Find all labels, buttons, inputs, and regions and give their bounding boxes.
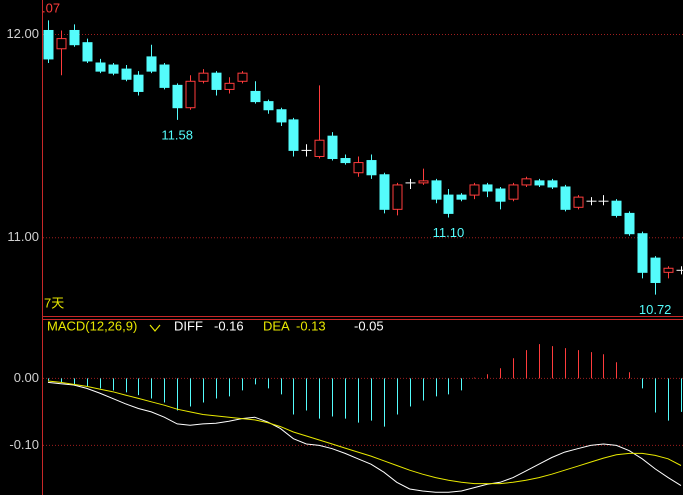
candle-body — [482, 184, 493, 192]
period-label: 7天 — [44, 295, 64, 310]
y-tick-label: -0.10 — [9, 437, 39, 452]
candle-body — [146, 56, 157, 72]
candle-body — [495, 188, 506, 202]
legend-dea-value: -0.13 — [296, 318, 326, 333]
candle-body — [159, 64, 170, 88]
candle-body — [327, 135, 338, 160]
candle-body — [547, 180, 558, 188]
candle-body — [198, 72, 209, 82]
candle-body — [611, 200, 622, 216]
candle-body — [637, 233, 648, 273]
macd-title: MACD(12,26,9) — [47, 318, 137, 333]
candle-body — [521, 178, 532, 186]
price-annotation: 11.58 — [161, 127, 193, 142]
candle-body — [469, 184, 480, 196]
candle-body — [43, 29, 54, 60]
legend-diff-value: -0.16 — [214, 318, 244, 333]
candle-body — [392, 184, 403, 210]
y-tick-label: 12.00 — [6, 26, 39, 41]
candle-body — [237, 72, 248, 82]
candle-body — [340, 158, 351, 164]
candle-body — [366, 160, 377, 176]
candle-body — [314, 139, 325, 157]
candle-body — [560, 186, 571, 210]
candle-body — [650, 257, 661, 283]
candle-body — [624, 212, 635, 235]
y-tick-label: 11.00 — [7, 229, 39, 244]
candle-body — [508, 184, 519, 200]
candle-body — [121, 68, 132, 80]
candle-body — [431, 180, 442, 200]
candle-body — [276, 109, 287, 123]
candle-body — [95, 62, 106, 72]
y-tick-label: 0.00 — [14, 370, 39, 385]
dropdown-icon[interactable] — [149, 324, 161, 332]
candle-body — [172, 84, 183, 109]
candle-body — [250, 90, 261, 103]
top-price-label: .07 — [42, 0, 60, 15]
candle-body — [56, 38, 67, 50]
candle-body — [108, 64, 119, 74]
macd-line — [47, 380, 682, 485]
candle-body — [443, 194, 454, 214]
legend-diff-name: DIFF — [174, 318, 203, 333]
candle-body — [133, 74, 144, 92]
price-annotation: 10.72 — [639, 302, 672, 317]
candle-body — [82, 42, 93, 62]
candle-body — [534, 180, 545, 186]
candle-body — [185, 80, 196, 109]
candle-body — [418, 180, 429, 184]
candle-body — [211, 72, 222, 90]
candle-body — [353, 162, 364, 174]
candle-body — [573, 196, 584, 208]
candle-body — [288, 119, 299, 151]
candle-body — [263, 101, 274, 111]
candle-body — [224, 82, 235, 90]
legend-dea-name: DEA — [263, 318, 290, 333]
candle-body — [663, 267, 674, 273]
candle-body — [379, 174, 390, 210]
legend-macd-value: -0.05 — [354, 318, 384, 333]
candle-body — [69, 29, 80, 46]
candle-body — [456, 194, 467, 200]
macd-line — [47, 381, 682, 493]
price-annotation: 11.10 — [433, 225, 465, 240]
